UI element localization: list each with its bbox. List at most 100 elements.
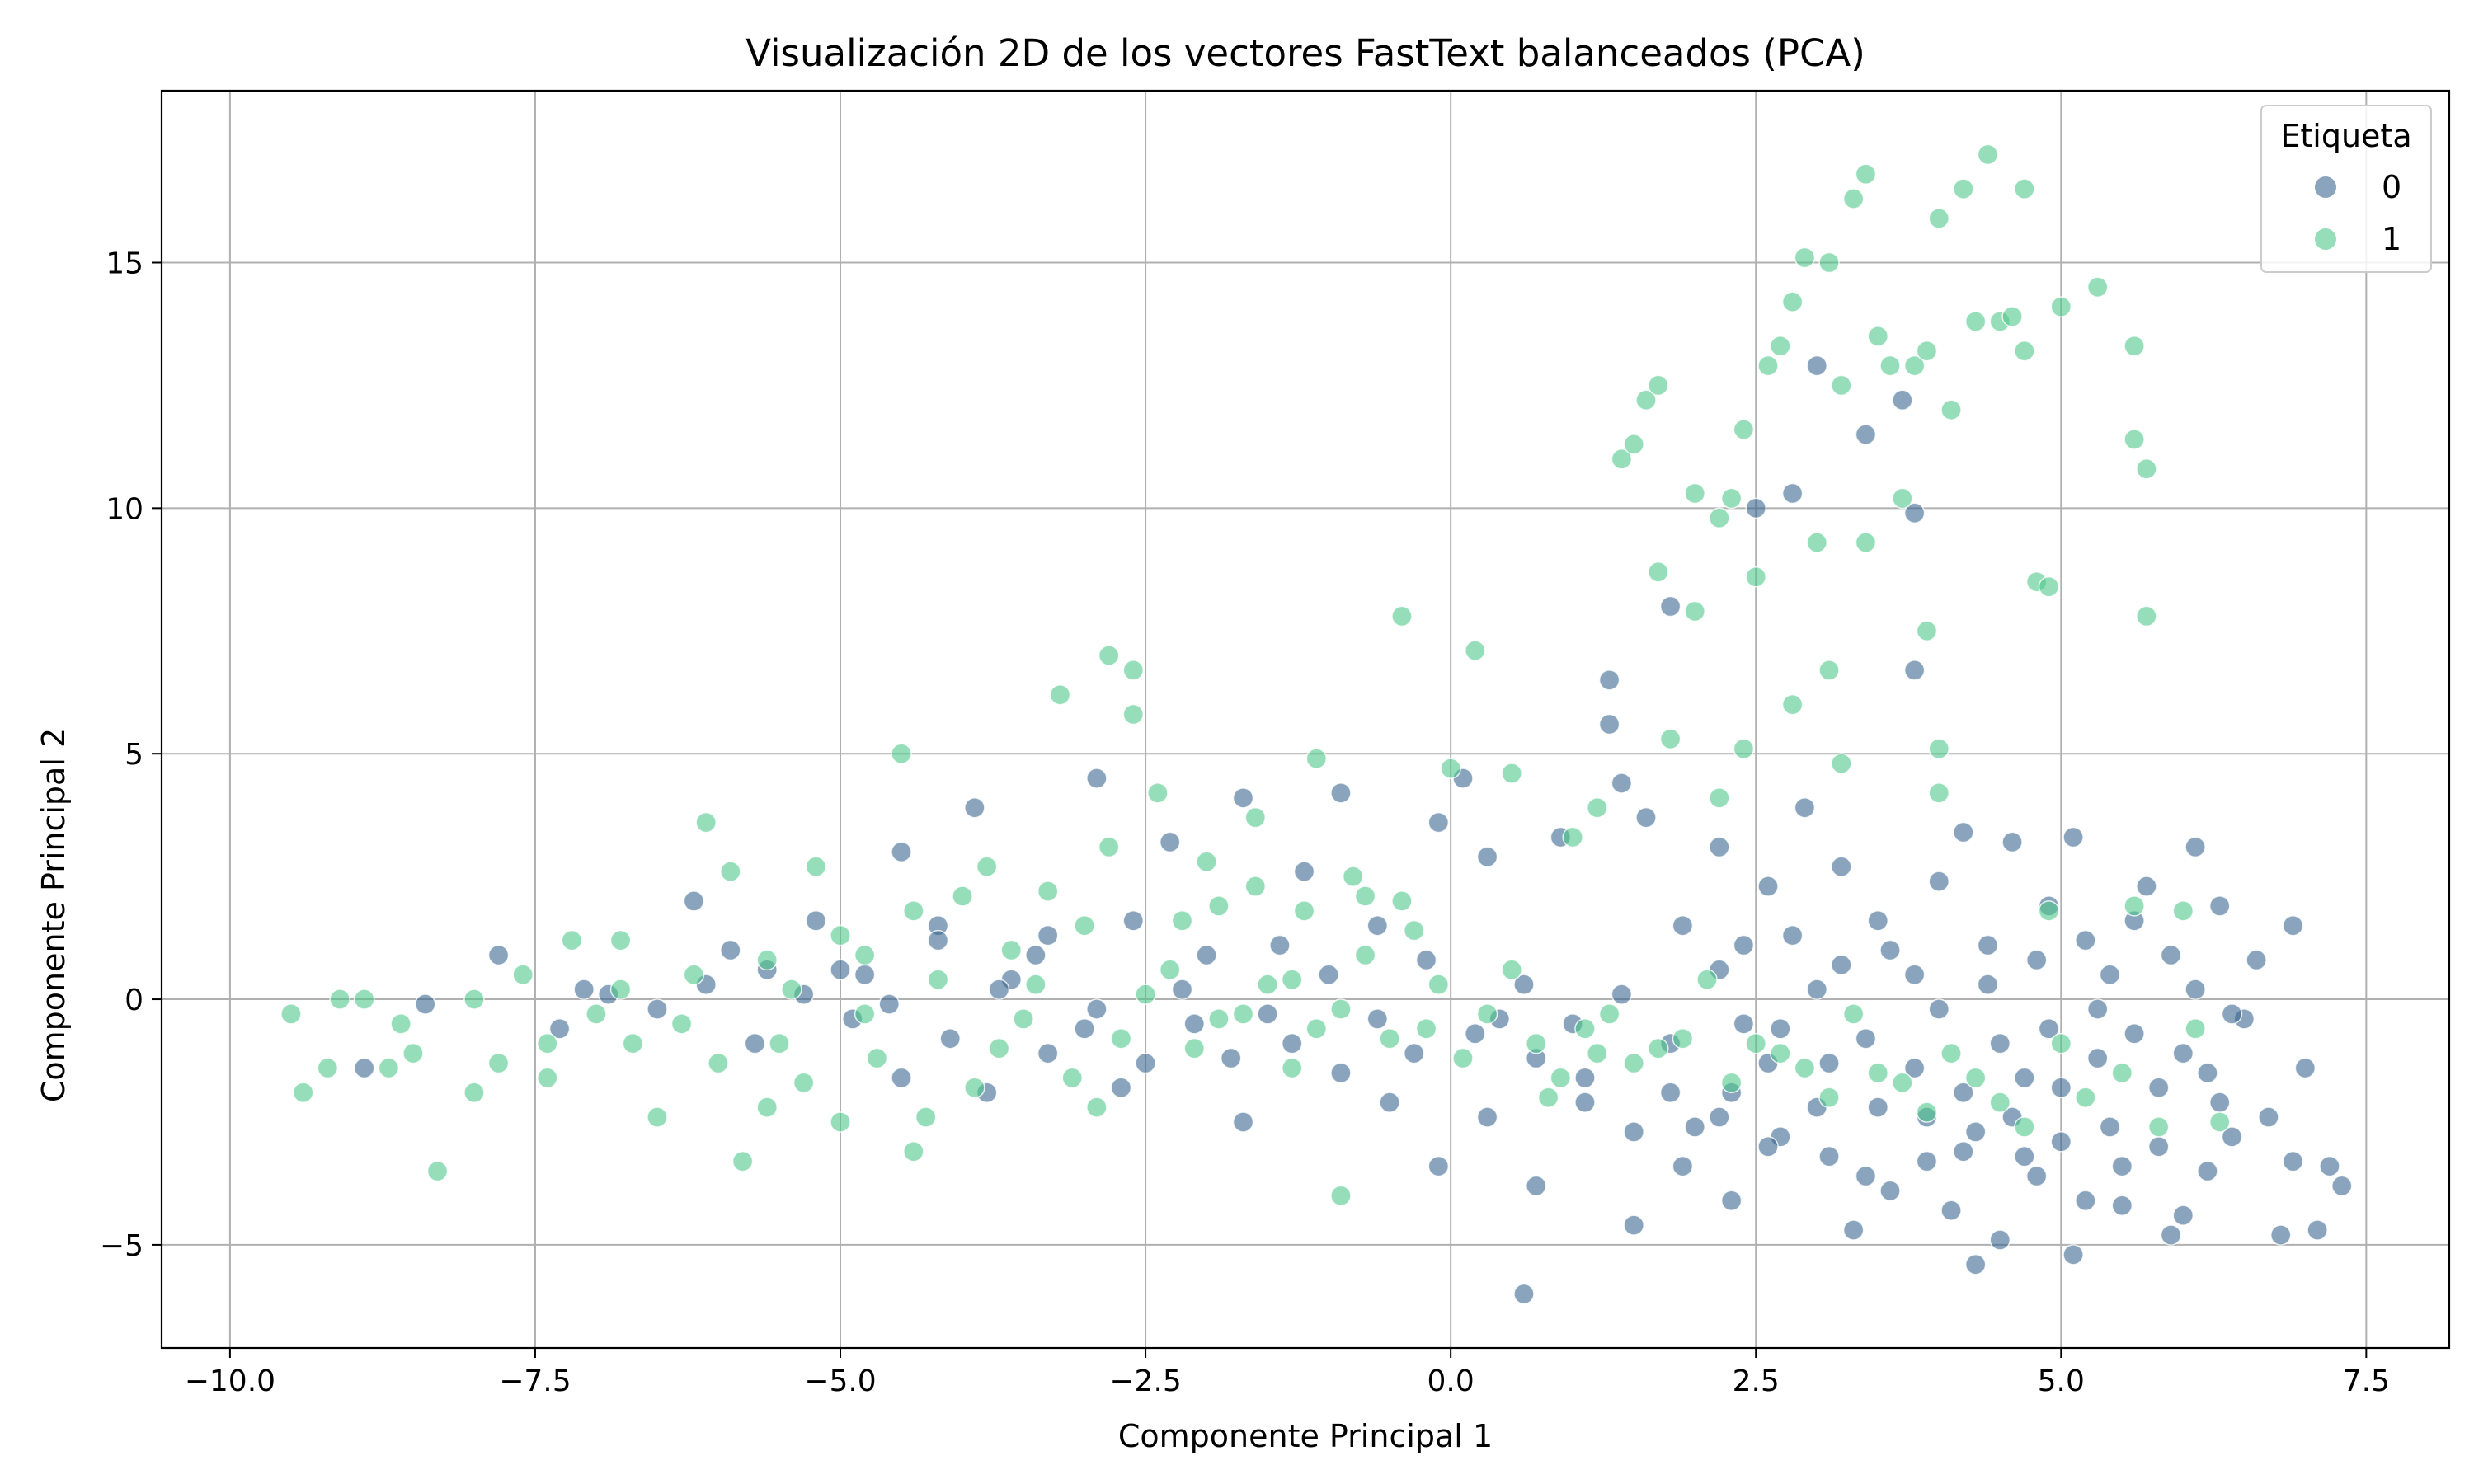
scatter-point [1892, 487, 1913, 510]
scatter-point [1257, 974, 1278, 995]
scatter-point [1672, 1155, 1694, 1177]
scatter-point [463, 989, 485, 1010]
scatter-point [1818, 660, 1840, 681]
scatter-point [1989, 1032, 2011, 1054]
scatter-point [1953, 1140, 1974, 1162]
scatter-point [2124, 336, 2145, 357]
scatter-point [2050, 1131, 2072, 1153]
scatter-point [1122, 660, 1145, 681]
scatter-point [1989, 1229, 2011, 1251]
scatter-point [1867, 1097, 1888, 1118]
x-tick-label: 2.5 [1733, 1364, 1780, 1398]
scatter-point [1806, 532, 1827, 553]
scatter-point [1183, 1037, 1206, 1059]
scatter-point [1659, 728, 1681, 750]
scatter-point [1794, 247, 1816, 269]
scatter-point [1672, 1027, 1694, 1050]
x-axis-label: Componente Principal 1 [1118, 1418, 1493, 1454]
scatter-point [1757, 876, 1779, 897]
scatter-point [1293, 861, 1315, 882]
scatter-point [1037, 1042, 1059, 1064]
data-points [280, 143, 2353, 1305]
scatter-point [1465, 1023, 1486, 1045]
scatter-point [2208, 895, 2231, 917]
scatter-point [1964, 1067, 1987, 1089]
scatter-point [1953, 821, 1974, 843]
scatter-point [1513, 974, 1535, 995]
scatter-point [1159, 831, 1181, 853]
scatter-point [2075, 929, 2096, 951]
scatter-point [378, 1057, 400, 1079]
scatter-point [1745, 566, 1766, 588]
scatter-point [854, 964, 876, 986]
plot-frame [160, 89, 2451, 1350]
scatter-point [1855, 532, 1877, 553]
scatter-point [1672, 914, 1694, 937]
scatter-point [1110, 1077, 1132, 1099]
scatter-point [1733, 1013, 1755, 1035]
scatter-point [1648, 374, 1669, 397]
series-0 [353, 355, 2353, 1305]
scatter-point [1903, 964, 1926, 986]
series-1 [280, 143, 2231, 1207]
scatter-point [878, 993, 900, 1015]
y-tick-label: −5 [100, 1229, 143, 1263]
scatter-point [1037, 924, 1059, 946]
scatter-point [1818, 251, 1840, 274]
scatter-point [1611, 773, 1633, 794]
scatter-point [2025, 949, 2048, 971]
scatter-point [1928, 871, 1950, 892]
scatter-point [1879, 939, 1901, 961]
scatter-point [2282, 914, 2304, 937]
scatter-point [1757, 1136, 1779, 1158]
scatter-point [2160, 1224, 2182, 1246]
scatter-point [1086, 998, 1108, 1020]
scatter-point [1587, 796, 1608, 819]
scatter-point [1574, 1018, 1596, 1040]
scatter-point [1623, 1214, 1644, 1236]
x-tick-label: 7.5 [2343, 1364, 2390, 1398]
scatter-point [2136, 605, 2157, 627]
scatter-point [1892, 1072, 1913, 1094]
scatter-point [903, 900, 924, 922]
scatter-point [1757, 355, 1779, 377]
scatter-point [1196, 944, 1217, 966]
scatter-point [891, 841, 912, 863]
scatter-point [1025, 944, 1047, 966]
scatter-point [1074, 914, 1095, 937]
scatter-point [2062, 826, 2084, 848]
scatter-point [2172, 900, 2194, 922]
scatter-point [1611, 984, 1633, 1005]
scatter-point [2147, 1136, 2170, 1158]
scatter-point [2172, 1205, 2194, 1226]
scatter-point [1879, 355, 1901, 377]
scatter-point [1659, 1082, 1681, 1103]
scatter-point [1977, 143, 1999, 166]
x-tick-label: 0.0 [1427, 1364, 1475, 1398]
scatter-point [1842, 1219, 1865, 1241]
scatter-point [1513, 1283, 1535, 1305]
scatter-point [1330, 1062, 1352, 1084]
scatter-point [769, 1032, 790, 1054]
scatter-point [1037, 881, 1059, 902]
scatter-point [622, 1032, 644, 1054]
axis-ticks: −10.0 −7.5 −5.0 −2.5 0.0 2.5 5.0 7.5 −5 0 5 10 15 [100, 247, 2390, 1398]
scatter-point [1720, 1190, 1743, 1212]
scatter-point [854, 1003, 876, 1025]
scatter-point [1379, 1092, 1400, 1113]
scatter-point [1122, 703, 1145, 726]
legend-label-0: 0 [2382, 169, 2401, 205]
legend-marker-1 [2315, 228, 2336, 250]
scatter-point [1440, 758, 1461, 779]
scatter-point [952, 885, 973, 907]
scatter-point [414, 993, 436, 1015]
scatter-point [2038, 900, 2060, 922]
scatter-point [1013, 1008, 1034, 1030]
scatter-point [2124, 1023, 2145, 1045]
x-tick-label: 5.0 [2038, 1364, 2085, 1398]
scatter-point [537, 1067, 558, 1089]
scatter-point [1806, 355, 1827, 377]
scatter-point [1867, 1062, 1888, 1084]
scatter-point [2221, 1126, 2243, 1148]
scatter-point [805, 856, 827, 877]
